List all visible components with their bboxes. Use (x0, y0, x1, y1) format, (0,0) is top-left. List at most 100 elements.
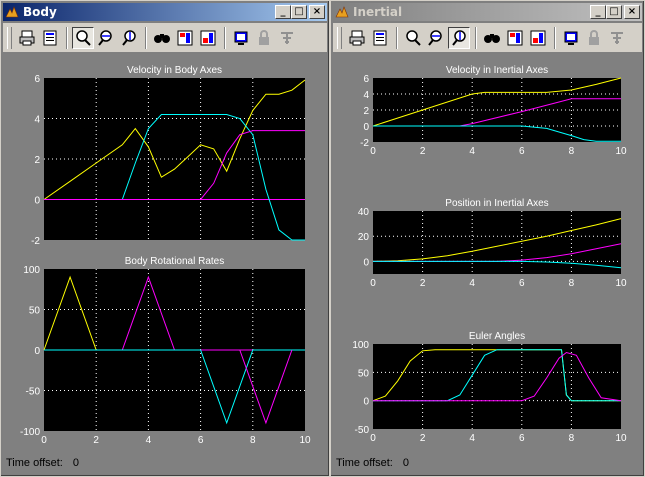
close-button[interactable]: × (309, 5, 325, 19)
x-tick-label: 4 (469, 278, 475, 289)
minimize-button[interactable]: _ (275, 5, 291, 19)
x-tick-label: 6 (519, 433, 525, 444)
body-window: Body _ □ × Velocity in Body Axes -2 0 2 4 6 Bo… (0, 0, 330, 477)
toolbar-grip (7, 26, 12, 49)
series-line-2 (373, 125, 621, 142)
inertial-titlebar[interactable]: Inertial _ □ × (333, 3, 642, 21)
y-tick-label: 50 (29, 306, 41, 317)
lock-icon[interactable] (583, 27, 605, 49)
x-tick-label: 6 (519, 146, 525, 157)
plot-title: Body Rotational Rates (125, 256, 225, 267)
y-tick-label: -50 (355, 425, 370, 436)
series-line-3 (239, 349, 293, 425)
y-tick-label: 6 (34, 74, 40, 85)
time-offset: Time offset: 0 (336, 457, 419, 469)
y-tick-label: 100 (23, 265, 40, 276)
series-line-2 (44, 114, 305, 241)
zoom-x-icon[interactable] (95, 27, 117, 49)
time-offset: Time offset: 0 (6, 457, 89, 469)
x-tick-label: 4 (469, 433, 475, 444)
parameters-icon[interactable] (39, 27, 61, 49)
series-line-0 (372, 77, 622, 127)
matlab-icon (5, 5, 19, 19)
floating-scope-icon[interactable] (560, 27, 582, 49)
zoom-icon[interactable] (72, 26, 94, 49)
time-offset-value: 0 (72, 457, 79, 469)
x-tick-label: 6 (198, 435, 204, 446)
signal-selection-icon[interactable] (606, 27, 628, 49)
plot-1[interactable]: Position in Inertial Axes 0 2 4 6 8 10 0 20 40 (358, 198, 627, 289)
save-axes-icon[interactable] (174, 27, 196, 49)
x-tick-label: 10 (299, 435, 311, 446)
parameters-icon[interactable] (369, 27, 391, 49)
x-tick-label: 0 (370, 433, 376, 444)
zoom-x-icon[interactable] (425, 27, 447, 49)
series-line-1 (373, 349, 621, 402)
axes-background[interactable] (373, 344, 621, 429)
lock-icon[interactable] (253, 27, 275, 49)
x-tick-label: 2 (420, 146, 426, 157)
y-tick-label: 2 (34, 155, 40, 166)
window-title: Body (23, 5, 57, 19)
series-line-0 (372, 218, 622, 262)
restore-axes-icon[interactable] (197, 27, 219, 49)
body-plots-svg[interactable]: Velocity in Body Axes -2 0 2 4 6 Body Rotation… (3, 54, 329, 476)
body-titlebar[interactable]: Body _ □ × (3, 3, 327, 21)
plot-1[interactable]: Body Rotational Rates 0 2 4 6 8 10 -100 -50 0 50 10… (20, 256, 311, 446)
x-tick-label: 4 (469, 146, 475, 157)
y-tick-label: 100 (352, 340, 369, 351)
time-offset-value: 0 (402, 457, 409, 469)
x-tick-label: 2 (420, 433, 426, 444)
axes-background[interactable] (44, 78, 305, 240)
x-tick-label: 10 (615, 433, 627, 444)
zoom-icon[interactable] (402, 27, 424, 49)
x-tick-label: 2 (420, 278, 426, 289)
y-tick-label: 50 (358, 368, 370, 379)
zoom-y-icon[interactable] (448, 26, 470, 49)
y-tick-label: -2 (360, 138, 369, 149)
autoscale-icon[interactable] (151, 27, 173, 49)
plot-title: Euler Angles (469, 331, 525, 342)
y-tick-label: -50 (26, 387, 41, 398)
series-line-2 (373, 351, 622, 402)
autoscale-icon[interactable] (481, 27, 503, 49)
minimize-button[interactable]: _ (590, 5, 606, 19)
y-tick-label: 40 (358, 207, 370, 218)
y-tick-label: 0 (34, 346, 40, 357)
signal-selection-icon[interactable] (276, 27, 298, 49)
x-tick-label: 0 (370, 278, 376, 289)
y-tick-label: -100 (20, 427, 40, 438)
floating-scope-icon[interactable] (230, 27, 252, 49)
save-axes-icon[interactable] (504, 27, 526, 49)
window-title: Inertial (353, 5, 403, 19)
y-tick-label: 4 (363, 90, 369, 101)
x-tick-label: 8 (250, 435, 256, 446)
plot-title: Velocity in Body Axes (127, 65, 222, 76)
plot-0[interactable]: Velocity in Body Axes -2 0 2 4 6 (31, 65, 306, 247)
y-tick-label: 0 (363, 397, 369, 408)
body-toolbar (3, 23, 327, 53)
x-tick-label: 6 (519, 278, 525, 289)
y-tick-label: 0 (363, 122, 369, 133)
print-icon[interactable] (16, 27, 38, 49)
inertial-toolbar (333, 23, 642, 53)
inertial-plot-area: Velocity in Inertial Axes 0 2 4 6 8 10 -2 0 2 4 6 Po… (333, 54, 642, 474)
x-tick-label: 4 (146, 435, 152, 446)
x-tick-label: 8 (569, 146, 575, 157)
x-tick-label: 10 (615, 278, 627, 289)
maximize-button[interactable]: □ (606, 5, 622, 19)
close-button[interactable]: × (624, 5, 640, 19)
y-tick-label: -2 (31, 236, 40, 247)
series-line-0 (43, 79, 306, 200)
print-icon[interactable] (346, 27, 368, 49)
plot-title: Position in Inertial Axes (445, 198, 548, 209)
x-tick-label: 8 (569, 433, 575, 444)
y-tick-label: 0 (363, 257, 369, 268)
zoom-y-icon[interactable] (118, 27, 140, 49)
restore-axes-icon[interactable] (527, 27, 549, 49)
x-tick-label: 2 (93, 435, 99, 446)
maximize-button[interactable]: □ (291, 5, 307, 19)
